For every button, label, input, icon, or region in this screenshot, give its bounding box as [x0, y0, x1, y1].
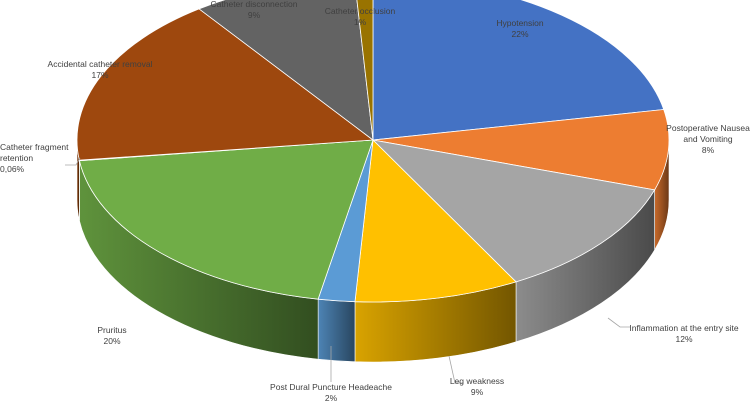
slice-1 [372, 109, 670, 191]
label-value: 1% [354, 17, 367, 27]
label-value: 8% [702, 145, 715, 155]
leader-lines [65, 157, 630, 384]
label-text: Catheter occlusion [325, 6, 396, 16]
label-value: 9% [471, 387, 484, 397]
label-text: Hypotension [496, 18, 544, 28]
slice-2 [371, 139, 656, 283]
label-value: 2% [325, 393, 338, 403]
pie-tops [76, 0, 670, 303]
label-text: Pruritus [97, 325, 126, 335]
slice-8 [198, 0, 374, 141]
label-value: 9% [248, 10, 261, 20]
slice-3 [354, 139, 517, 303]
slice-7 [76, 8, 375, 161]
data-label-pruritus: Pruritus 20% [97, 325, 126, 346]
label-text: Catheter fragment [0, 142, 69, 152]
label-text-line2: and Vomiting [683, 134, 732, 144]
data-label-hypotension: Hypotension 22% [496, 18, 544, 39]
label-text: Leg weakness [450, 376, 504, 386]
label-text: Inflammation at the entry site [629, 323, 738, 333]
slice-5 [78, 139, 374, 300]
data-label-leg-weakness: Leg weakness 9% [450, 376, 504, 397]
slice-side-4 [317, 298, 356, 363]
label-text: Postoperative Nausea [666, 123, 750, 133]
label-value: 22% [511, 29, 528, 39]
slice-0 [372, 0, 665, 141]
leader-line-1 [448, 355, 463, 384]
data-label-accidental-removal: Accidental catheter removal 17% [48, 59, 153, 80]
label-text: Post Dural Puncture Headeache [270, 382, 392, 392]
data-label-catheter-occlusion: Catheter occlusion 1% [325, 6, 396, 27]
label-text: Catheter disconnection [211, 0, 298, 9]
label-value: 0,06% [0, 164, 25, 174]
label-text-line2: retention [0, 153, 33, 163]
data-label-pdph: Post Dural Puncture Headeache 2% [270, 382, 392, 403]
leader-line-3 [65, 157, 81, 166]
data-label-catheter-fragment: Catheter fragment retention 0,06% [0, 142, 69, 174]
label-text: Accidental catheter removal [48, 59, 153, 69]
label-value: 12% [675, 334, 692, 344]
label-value: 20% [103, 336, 120, 346]
slice-9 [356, 0, 374, 141]
leader-line-0 [607, 317, 630, 328]
data-label-ponv: Postoperative Nausea and Vomiting 8% [666, 123, 750, 155]
data-label-catheter-disconnection: Catheter disconnection 9% [211, 0, 298, 20]
data-label-inflammation: Inflammation at the entry site 12% [629, 323, 738, 344]
label-value: 17% [91, 70, 108, 80]
